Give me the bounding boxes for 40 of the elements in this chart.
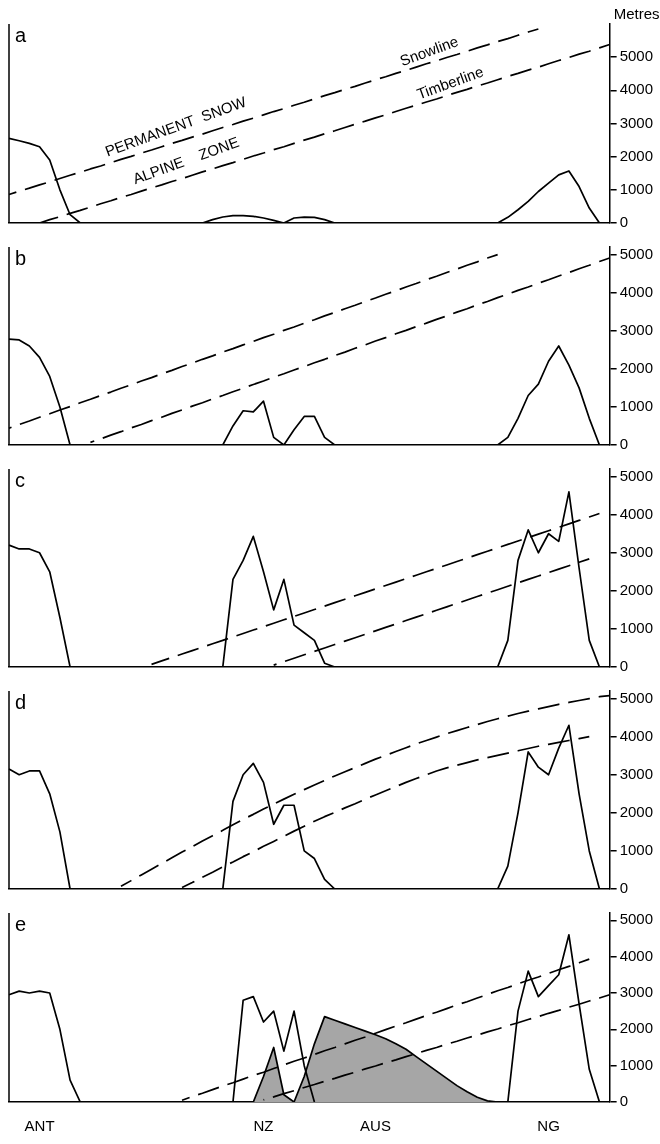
y-tick-label: 4000 xyxy=(619,946,654,964)
y-tick-label: 3000 xyxy=(619,983,654,1001)
y-tick-label: 1000 xyxy=(619,1055,654,1073)
x-tick-label: AUS xyxy=(360,1117,391,1135)
chart-title: c xyxy=(15,468,25,491)
y-tick-label: 3000 xyxy=(619,764,654,782)
chart-title: d xyxy=(15,690,27,713)
chart-title: a xyxy=(15,23,27,46)
y-tick-label: 5000 xyxy=(619,910,654,928)
y-tick-label: 4000 xyxy=(619,282,654,300)
chart-title: b xyxy=(15,246,27,269)
y-tick-label: 2000 xyxy=(619,1019,654,1037)
y-tick-label: 1000 xyxy=(619,179,654,197)
y-tick-label: 1000 xyxy=(619,397,654,415)
y-tick-label: 1000 xyxy=(619,841,654,859)
y-tick-label: 5000 xyxy=(619,688,654,706)
y-tick-label: 2000 xyxy=(619,146,654,164)
chart-title: e xyxy=(15,912,27,935)
y-tick-label: 0 xyxy=(619,213,628,231)
y-tick-label: 5000 xyxy=(619,47,654,65)
y-tick-label: 4000 xyxy=(619,80,654,98)
y-tick-label: 4000 xyxy=(619,504,654,522)
y-tick-label: 2000 xyxy=(619,358,654,376)
y-tick-label: 0 xyxy=(619,657,628,675)
y-tick-label: 2000 xyxy=(619,802,654,820)
y-tick-label: 0 xyxy=(619,435,628,453)
y-tick-label: 4000 xyxy=(619,726,654,744)
x-tick-label: NG xyxy=(537,1117,560,1135)
y-tick-label: 3000 xyxy=(619,113,654,131)
x-tick-label: NZ xyxy=(253,1117,274,1135)
y-tick-label: 1000 xyxy=(619,619,654,637)
y-tick-label: 5000 xyxy=(619,244,654,262)
y-axis-title: Metres xyxy=(613,4,660,22)
y-tick-label: 2000 xyxy=(619,580,654,598)
y-tick-label: 0 xyxy=(619,879,628,897)
y-tick-label: 3000 xyxy=(619,542,654,560)
x-tick-label: ANT xyxy=(24,1117,55,1135)
y-tick-label: 0 xyxy=(619,1092,628,1110)
y-tick-label: 5000 xyxy=(619,466,654,484)
y-tick-label: 3000 xyxy=(619,320,654,338)
